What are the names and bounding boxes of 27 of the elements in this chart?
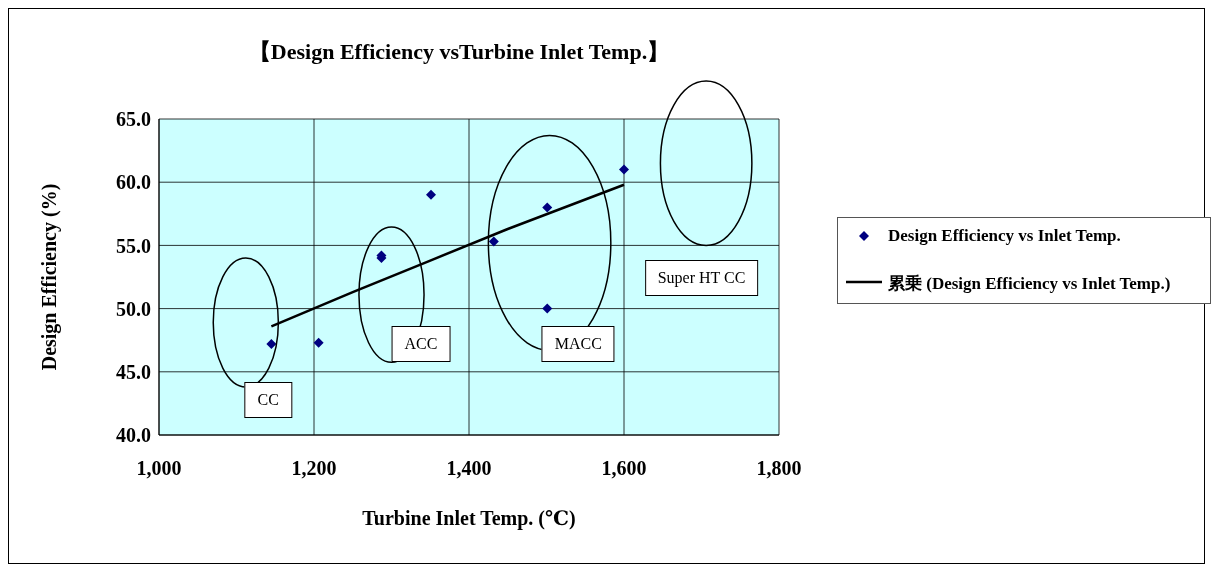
point [426,189,437,200]
y-tick-label: 55.0 [116,234,151,257]
chart-title: 【Design Efficiency vsTurbine Inlet Temp.】 [247,38,671,66]
annotation: Super HT CC [644,260,759,297]
annotation: ACC [391,325,451,362]
annotation: CC [244,381,292,418]
y-tick-label: 50.0 [116,297,151,320]
x-tick-label: 1,800 [756,457,802,480]
point [542,202,553,213]
point [619,164,629,175]
point [313,337,324,348]
x-tick-label: 1,200 [291,457,337,480]
y-axis-title: Design Efficiency (%) [38,183,62,371]
x-axis-title: Turbine Inlet Temp. (℃) [362,507,576,530]
annotation: MACC [541,325,615,362]
x-tick-label: 1,400 [446,457,492,480]
point [266,338,277,349]
legend-label: 累乗 (Design Efficiency vs Inlet Temp.) [888,273,1171,295]
y-tick-label: 60.0 [116,171,151,194]
x-tick-label: 1,600 [601,457,647,480]
point [488,236,499,247]
x-tick-label: 1,000 [136,457,182,480]
legend-label: Design Efficiency vs Inlet Temp. [888,226,1121,246]
point [542,303,553,314]
y-tick-label: 40.0 [116,424,151,447]
y-tick-label: 45.0 [116,360,151,383]
y-tick-label: 65.0 [116,108,151,131]
